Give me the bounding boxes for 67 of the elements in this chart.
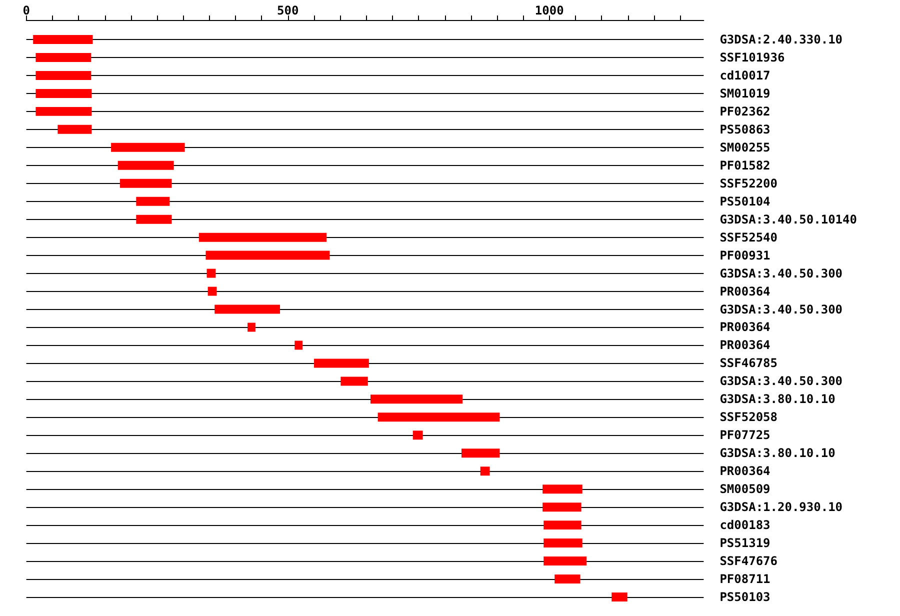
bar [370, 394, 463, 404]
x-tick-label: 0 [22, 4, 30, 18]
bar [294, 340, 302, 350]
bar [36, 70, 92, 80]
bar [544, 556, 587, 566]
y-tick-label: SSF47676 [720, 554, 778, 568]
bar [36, 52, 92, 62]
y-tick-label: G3DSA:3.40.50.10140 [720, 212, 857, 226]
y-tick-label: G3DSA:1.20.930.10 [720, 500, 843, 514]
y-tick-label: PF02362 [720, 104, 770, 118]
bar [542, 484, 582, 494]
y-tick-label: G3DSA:3.80.10.10 [720, 446, 836, 460]
y-tick-label: PS50863 [720, 122, 770, 136]
bar [462, 448, 500, 458]
y-tick-label: PR00364 [720, 464, 770, 478]
bar [33, 35, 93, 44]
y-tick-label: PF00931 [720, 248, 770, 262]
y-tick-label: PF08711 [720, 572, 770, 586]
bar [378, 412, 500, 422]
bar [58, 124, 92, 134]
bar [111, 142, 185, 152]
y-tick-label: PS51319 [720, 536, 770, 550]
y-tick-label: G3DSA:3.40.50.300 [720, 302, 843, 316]
bar [544, 520, 582, 530]
bar [480, 466, 490, 476]
bar [36, 106, 92, 116]
y-tick-label: PF07725 [720, 428, 770, 442]
y-tick-label: G3DSA:3.40.50.300 [720, 374, 843, 388]
x-tick-label: 1000 [534, 4, 564, 18]
bar [136, 196, 170, 206]
bar [314, 358, 369, 368]
y-tick-label: SM00255 [720, 140, 770, 154]
y-tick-label: PR00364 [720, 284, 770, 298]
y-tick-label: PR00364 [720, 320, 770, 334]
bar [136, 214, 172, 224]
bar [340, 376, 368, 386]
y-tick-label: G3DSA:3.80.10.10 [720, 392, 836, 406]
bar [208, 286, 217, 296]
bar [120, 178, 172, 188]
y-tick-label: SSF52200 [720, 176, 778, 190]
bar [118, 160, 174, 170]
bar [198, 232, 327, 242]
bar [206, 268, 216, 278]
y-tick-label: SSF52540 [720, 230, 778, 244]
y-tick-label: PS50103 [720, 590, 770, 604]
bar [206, 250, 330, 260]
y-tick-label: PR00364 [720, 338, 770, 352]
y-tick-label: G3DSA:3.40.50.300 [720, 266, 843, 280]
y-tick-label: cd00183 [720, 518, 770, 532]
y-tick-label: SM00509 [720, 482, 770, 496]
y-tick-label: SSF101936 [720, 50, 785, 64]
bar [412, 430, 423, 440]
x-tick-label: 500 [277, 4, 299, 18]
bar [554, 574, 580, 584]
bar [248, 322, 256, 332]
y-tick-label: G3DSA:2.40.330.10 [720, 32, 843, 46]
bar [214, 304, 280, 314]
y-tick-label: cd10017 [720, 68, 770, 82]
y-tick-label: PF01582 [720, 158, 770, 172]
bar [612, 592, 628, 602]
bar [542, 502, 582, 512]
bar [36, 88, 92, 98]
y-tick-label: SSF52058 [720, 410, 778, 424]
y-tick-label: SSF46785 [720, 356, 778, 370]
bar [544, 538, 582, 548]
y-tick-label: PS50104 [720, 194, 770, 208]
y-tick-label: SM01019 [720, 86, 770, 100]
